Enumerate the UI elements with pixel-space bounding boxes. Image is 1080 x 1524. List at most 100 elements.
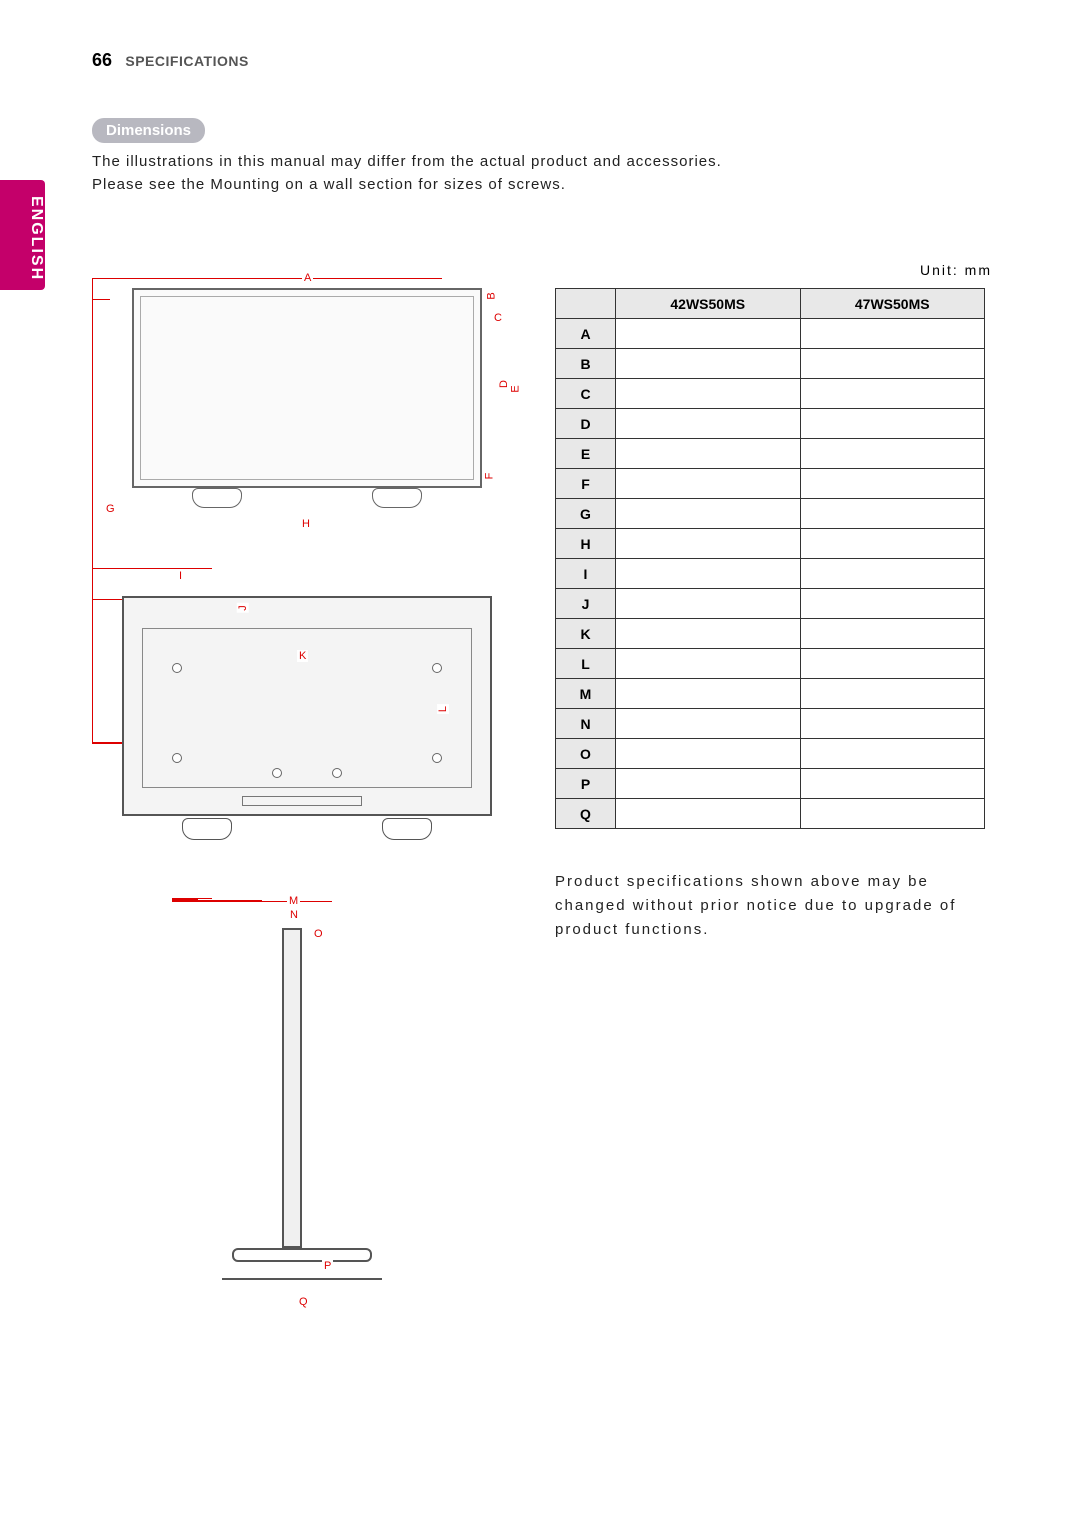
table-row: E bbox=[556, 439, 985, 469]
row-val-1 bbox=[616, 769, 801, 799]
row-val-1 bbox=[616, 499, 801, 529]
row-key: L bbox=[556, 649, 616, 679]
dim-label-h: H bbox=[300, 518, 312, 530]
front-view-diagram: A B C D E F G H bbox=[92, 278, 522, 538]
row-key: N bbox=[556, 709, 616, 739]
row-val-1 bbox=[616, 349, 801, 379]
row-val-1 bbox=[616, 589, 801, 619]
dim-label-m: M bbox=[287, 895, 300, 907]
dim-label-p: P bbox=[322, 1260, 333, 1272]
table-row: G bbox=[556, 499, 985, 529]
table-row: I bbox=[556, 559, 985, 589]
dim-label-e: E bbox=[510, 383, 522, 394]
table-row: K bbox=[556, 619, 985, 649]
row-val-2 bbox=[800, 349, 985, 379]
row-val-1 bbox=[616, 739, 801, 769]
dim-label-k: K bbox=[297, 650, 308, 662]
row-val-2 bbox=[800, 649, 985, 679]
row-val-2 bbox=[800, 799, 985, 829]
language-tab: ENGLISH bbox=[0, 180, 45, 290]
row-val-1 bbox=[616, 319, 801, 349]
row-key: I bbox=[556, 559, 616, 589]
row-val-1 bbox=[616, 529, 801, 559]
table-row: O bbox=[556, 739, 985, 769]
row-key: B bbox=[556, 349, 616, 379]
dim-label-f: F bbox=[483, 471, 495, 482]
table-row: N bbox=[556, 709, 985, 739]
row-key: A bbox=[556, 319, 616, 349]
row-key: G bbox=[556, 499, 616, 529]
dim-label-b: B bbox=[486, 290, 498, 301]
dim-label-a: A bbox=[302, 272, 313, 284]
row-key: M bbox=[556, 679, 616, 709]
table-row: J bbox=[556, 589, 985, 619]
dim-label-q: Q bbox=[297, 1296, 310, 1308]
dim-label-l: L bbox=[437, 704, 449, 714]
row-val-2 bbox=[800, 559, 985, 589]
dimensions-table: 42WS50MS 47WS50MS ABCDEFGHIJKLMNOPQ bbox=[555, 288, 985, 829]
unit-label: Unit: mm bbox=[920, 262, 992, 278]
back-view-diagram: I J K L bbox=[92, 568, 522, 868]
table-row: M bbox=[556, 679, 985, 709]
dim-label-c: C bbox=[492, 312, 504, 324]
row-val-1 bbox=[616, 679, 801, 709]
dim-label-i: I bbox=[177, 570, 184, 582]
row-val-1 bbox=[616, 379, 801, 409]
row-key: F bbox=[556, 469, 616, 499]
row-val-1 bbox=[616, 559, 801, 589]
row-val-1 bbox=[616, 619, 801, 649]
dim-label-d: D bbox=[498, 378, 510, 390]
table-header-blank bbox=[556, 289, 616, 319]
row-val-2 bbox=[800, 769, 985, 799]
table-row: H bbox=[556, 529, 985, 559]
row-key: J bbox=[556, 589, 616, 619]
row-val-1 bbox=[616, 799, 801, 829]
table-header-model2: 47WS50MS bbox=[800, 289, 985, 319]
row-val-1 bbox=[616, 649, 801, 679]
row-val-2 bbox=[800, 589, 985, 619]
row-val-2 bbox=[800, 739, 985, 769]
row-key: O bbox=[556, 739, 616, 769]
dim-label-g: G bbox=[104, 503, 117, 515]
dim-label-n: N bbox=[288, 909, 300, 921]
row-val-1 bbox=[616, 709, 801, 739]
row-key: E bbox=[556, 439, 616, 469]
row-key: C bbox=[556, 379, 616, 409]
dim-label-j: J bbox=[237, 603, 249, 613]
row-val-2 bbox=[800, 409, 985, 439]
table-row: D bbox=[556, 409, 985, 439]
table-row: P bbox=[556, 769, 985, 799]
table-row: Q bbox=[556, 799, 985, 829]
row-key: K bbox=[556, 619, 616, 649]
row-key: Q bbox=[556, 799, 616, 829]
table-row: A bbox=[556, 319, 985, 349]
intro-text: The illustrations in this manual may dif… bbox=[92, 150, 1000, 197]
table-header-model1: 42WS50MS bbox=[616, 289, 801, 319]
row-val-1 bbox=[616, 409, 801, 439]
row-val-2 bbox=[800, 319, 985, 349]
row-val-2 bbox=[800, 379, 985, 409]
footnote: Product specifications shown above may b… bbox=[555, 870, 985, 942]
row-val-2 bbox=[800, 709, 985, 739]
row-key: H bbox=[556, 529, 616, 559]
row-val-2 bbox=[800, 439, 985, 469]
row-val-1 bbox=[616, 439, 801, 469]
dim-label-o: O bbox=[312, 928, 325, 940]
table-row: L bbox=[556, 649, 985, 679]
page-header: 66 SPECIFICATIONS bbox=[92, 50, 249, 71]
table-row: F bbox=[556, 469, 985, 499]
diagrams-column: A B C D E F G H I bbox=[92, 278, 522, 1358]
row-val-2 bbox=[800, 619, 985, 649]
row-val-1 bbox=[616, 469, 801, 499]
dimensions-heading: Dimensions bbox=[92, 118, 205, 143]
side-view-diagram: M N O P Q bbox=[172, 898, 522, 1328]
table-row: B bbox=[556, 349, 985, 379]
table-row: C bbox=[556, 379, 985, 409]
page-number: 66 bbox=[92, 50, 112, 70]
row-key: D bbox=[556, 409, 616, 439]
row-val-2 bbox=[800, 529, 985, 559]
row-val-2 bbox=[800, 679, 985, 709]
row-val-2 bbox=[800, 469, 985, 499]
row-val-2 bbox=[800, 499, 985, 529]
row-key: P bbox=[556, 769, 616, 799]
